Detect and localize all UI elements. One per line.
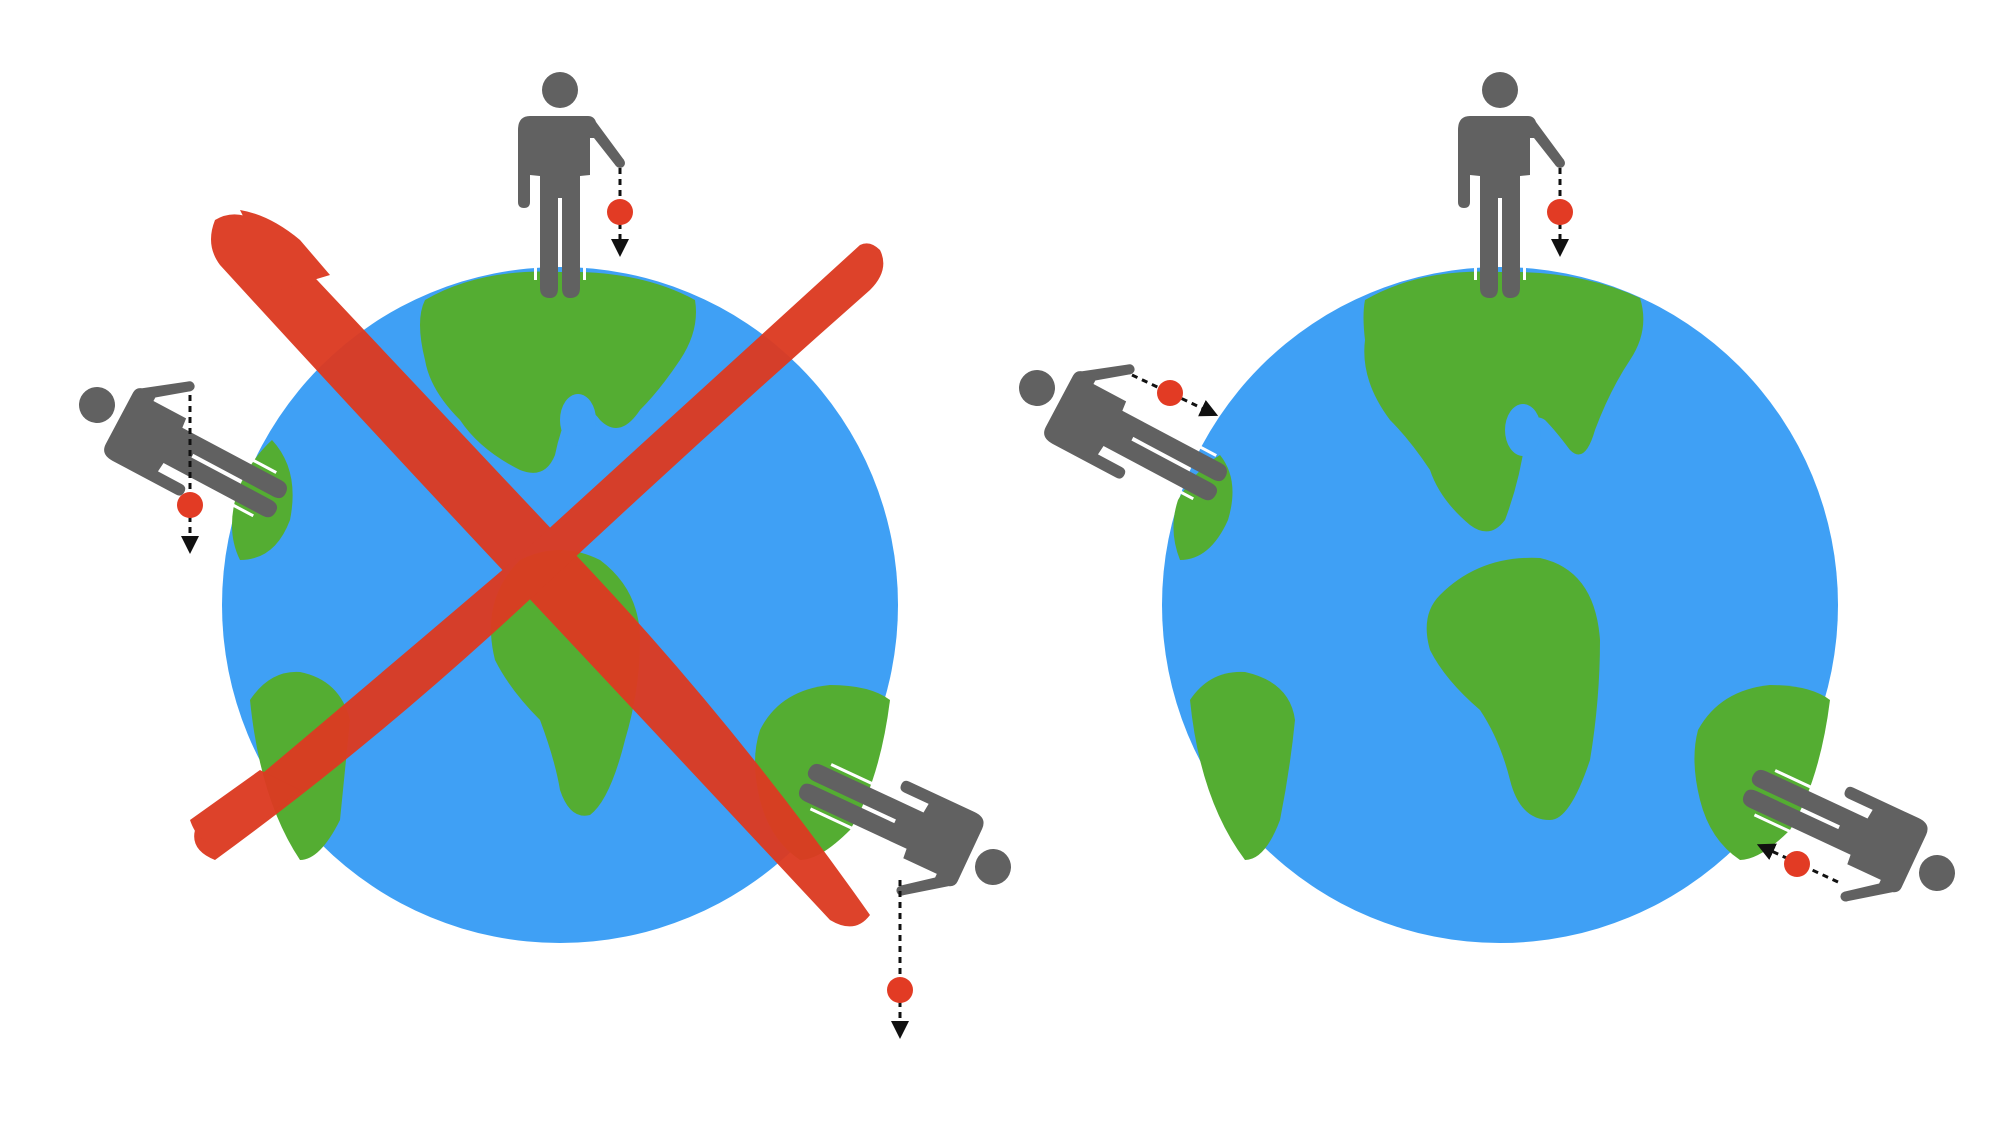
falling-ball-icon <box>887 880 913 1039</box>
falling-ball-icon <box>1756 843 1839 884</box>
falling-ball-icon <box>1131 373 1219 417</box>
falling-ball-icon <box>1547 168 1573 257</box>
red-cross-mark-icon <box>190 210 884 927</box>
panel-correct <box>1001 72 1972 943</box>
falling-ball-icon <box>607 168 633 257</box>
panel-incorrect <box>61 72 1028 1039</box>
earth-globe-icon <box>1162 267 1838 943</box>
standing-person-icon <box>1001 322 1252 523</box>
standing-person-icon <box>518 72 625 298</box>
falling-ball-icon <box>177 395 203 554</box>
standing-person-icon <box>1458 72 1565 298</box>
